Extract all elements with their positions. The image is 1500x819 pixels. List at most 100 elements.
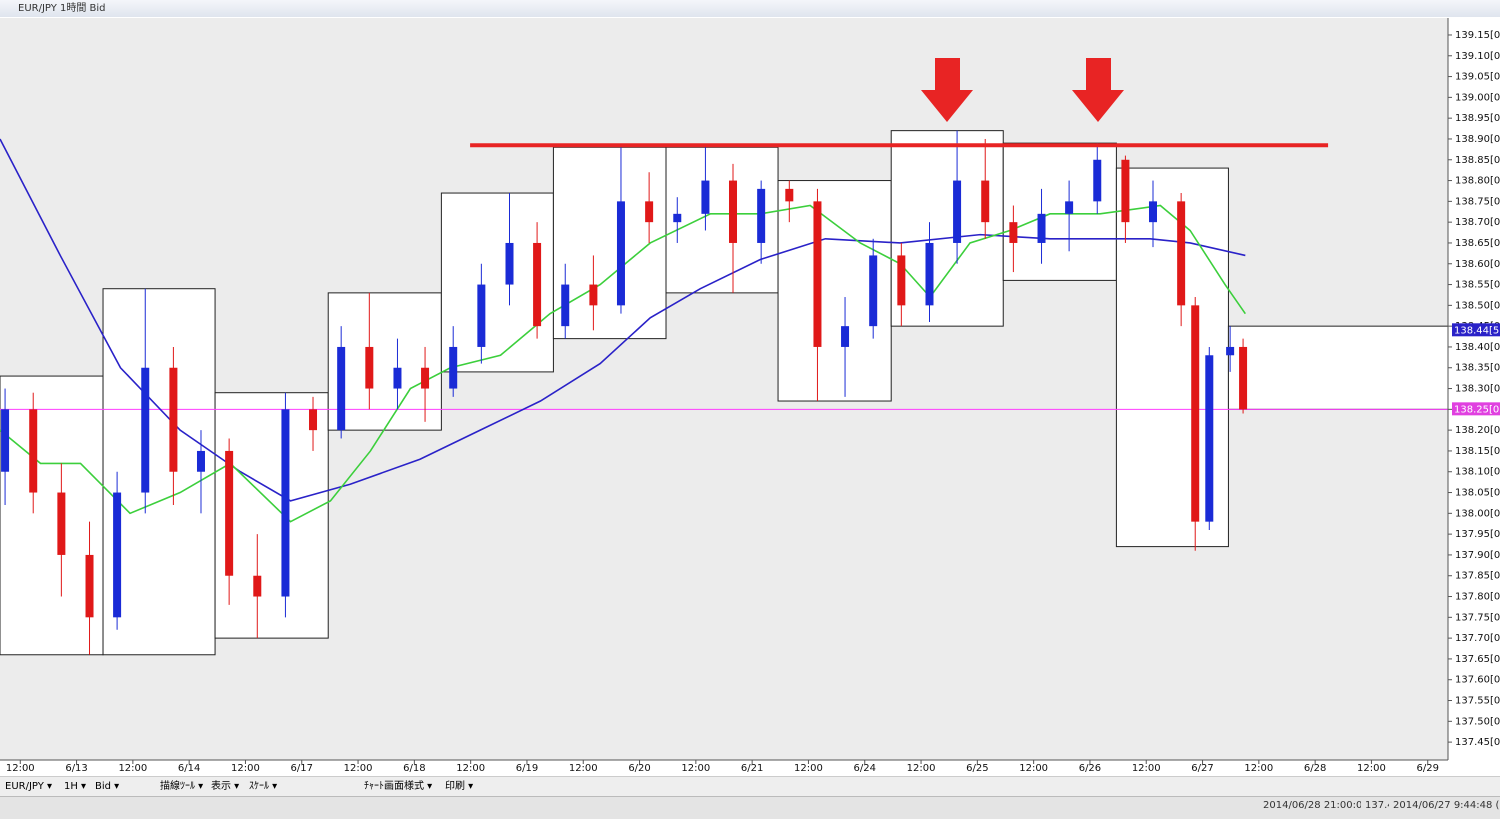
y-tick-label: 138.40[0] [1455,342,1500,353]
candle-body [141,367,150,493]
candle-body [1177,201,1186,306]
price-axis-background [1448,18,1500,760]
y-tick-label: 138.60[0] [1455,259,1500,270]
x-tick-label: 6/19 [516,763,538,774]
y-tick-label: 139.00[0] [1455,92,1500,103]
x-tick-label: 6/29 [1416,763,1438,774]
y-tick-label: 138.20[0] [1455,425,1500,436]
y-tick-label: 137.70[0] [1455,633,1500,644]
y-tick-label: 137.90[0] [1455,550,1500,561]
range-box [552,146,667,340]
candle-body [981,180,990,223]
candle-body [729,180,738,243]
candle-body [169,367,178,472]
x-tick-label: 6/18 [403,763,425,774]
y-tick-label: 137.75[0] [1455,612,1500,623]
axes: 139.15[0] 139.10[0] 139.05[0] 139.00[0] 138.… [6,30,1500,774]
y-tick-label: 137.50[0] [1455,716,1500,727]
toolbar-button[interactable]: 描線ﾂｰﾙ ▾ [160,781,204,792]
y-tick-label: 138.55[0] [1455,280,1500,291]
x-tick-label: 6/20 [628,763,650,774]
y-tick-label: 138.75[0] [1455,196,1500,207]
y-tick-label: 138.05[0] [1455,488,1500,499]
x-tick-label: 6/27 [1191,763,1213,774]
x-tick-label: 12:00 [456,763,485,774]
candle-body [29,409,38,493]
price-label: 138.44[5] [1454,325,1500,336]
candle-body [85,554,94,618]
y-tick-label: 137.45[0] [1455,737,1500,748]
y-tick-label: 138.90[0] [1455,134,1500,145]
candle-body [113,492,122,618]
candle-body [281,409,290,597]
y-tick-label: 137.60[0] [1455,675,1500,686]
candle-body [953,180,962,243]
range-box [214,392,329,639]
x-tick-label: 12:00 [1244,763,1273,774]
candle-body [1226,346,1235,356]
x-tick-label: 6/25 [966,763,988,774]
candle-body [701,180,710,214]
status-bar: 2014/06/28 21:00:00 137.4 2014/06/27 9:44:… [0,796,1500,819]
title-bar: EUR/JPY 1時間 Bid [0,0,1500,17]
x-tick-label: 12:00 [1132,763,1161,774]
x-tick-label: 12:00 [6,763,35,774]
toolbar-button[interactable]: ｽｹｰﾙ ▾ [249,781,278,792]
range-box [890,130,1004,327]
x-tick-label: 12:00 [344,763,373,774]
candle-body [841,326,850,347]
range-box [327,292,442,431]
status-text: 2014/06/27 9:44:48 (Lo [1393,800,1500,811]
candle-body [673,213,682,223]
y-tick-label: 138.50[0] [1455,300,1500,311]
x-tick-label: 12:00 [231,763,260,774]
y-tick-label: 138.00[0] [1455,508,1500,519]
toolbar-button[interactable]: 印刷 ▾ [445,781,474,792]
candle-body [813,201,822,347]
toolbar: EUR/JPY ▾ 1H ▾ Bid ▾ 描線ﾂｰﾙ ▾ 表示 ▾ ｽｹｰﾙ ▾ ﾁｬｰﾄ画… [0,776,1500,796]
x-tick-label: 12:00 [681,763,710,774]
candle-body [1037,213,1046,243]
candle-body [449,346,458,389]
candle-body [421,367,430,389]
y-tick-label: 138.65[0] [1455,238,1500,249]
candle-body [645,201,654,223]
candle-body [869,255,878,327]
chart: 139.15[0] 139.10[0] 139.05[0] 139.00[0] 138.… [0,18,1500,774]
toolbar-button[interactable]: 1H ▾ [64,781,87,792]
x-tick-label: 12:00 [118,763,147,774]
candle-body [309,409,318,431]
y-tick-label: 138.85[0] [1455,155,1500,166]
y-tick-label: 138.35[0] [1455,363,1500,374]
toolbar-button[interactable]: EUR/JPY ▾ [5,781,53,792]
toolbar-button[interactable]: ﾁｬｰﾄ画面様式 ▾ [364,781,433,792]
range-box [102,288,216,656]
moving-average [0,138,1246,502]
candle-body [897,255,906,306]
candle-body [757,188,766,243]
candle-body [1121,159,1130,223]
x-tick-label: 6/21 [741,763,763,774]
candle-body [337,346,346,431]
x-tick-label: 12:00 [907,763,936,774]
y-tick-label: 139.10[0] [1455,51,1500,62]
arrow-annotation [921,58,973,122]
range-box [1227,325,1448,410]
price-label: 138.25[0] [1454,404,1500,415]
x-tick-label: 6/17 [291,763,313,774]
toolbar-button[interactable]: 表示 ▾ [211,781,240,792]
y-tick-label: 137.80[0] [1455,592,1500,603]
toolbar-button[interactable]: Bid ▾ [95,781,120,792]
window-title: EUR/JPY 1時間 Bid [18,3,106,14]
candle-body [505,242,514,285]
candle-body [1009,222,1018,243]
status-text: 2014/06/28 21:00:00 [1263,800,1361,811]
candle-body [1,409,10,472]
candle-body [365,346,374,389]
candle-body [393,367,402,389]
candle-body [1065,201,1074,214]
y-tick-label: 137.65[0] [1455,654,1500,665]
plot-area [0,130,1448,656]
price-label-box [1452,323,1500,337]
x-tick-label: 12:00 [1019,763,1048,774]
